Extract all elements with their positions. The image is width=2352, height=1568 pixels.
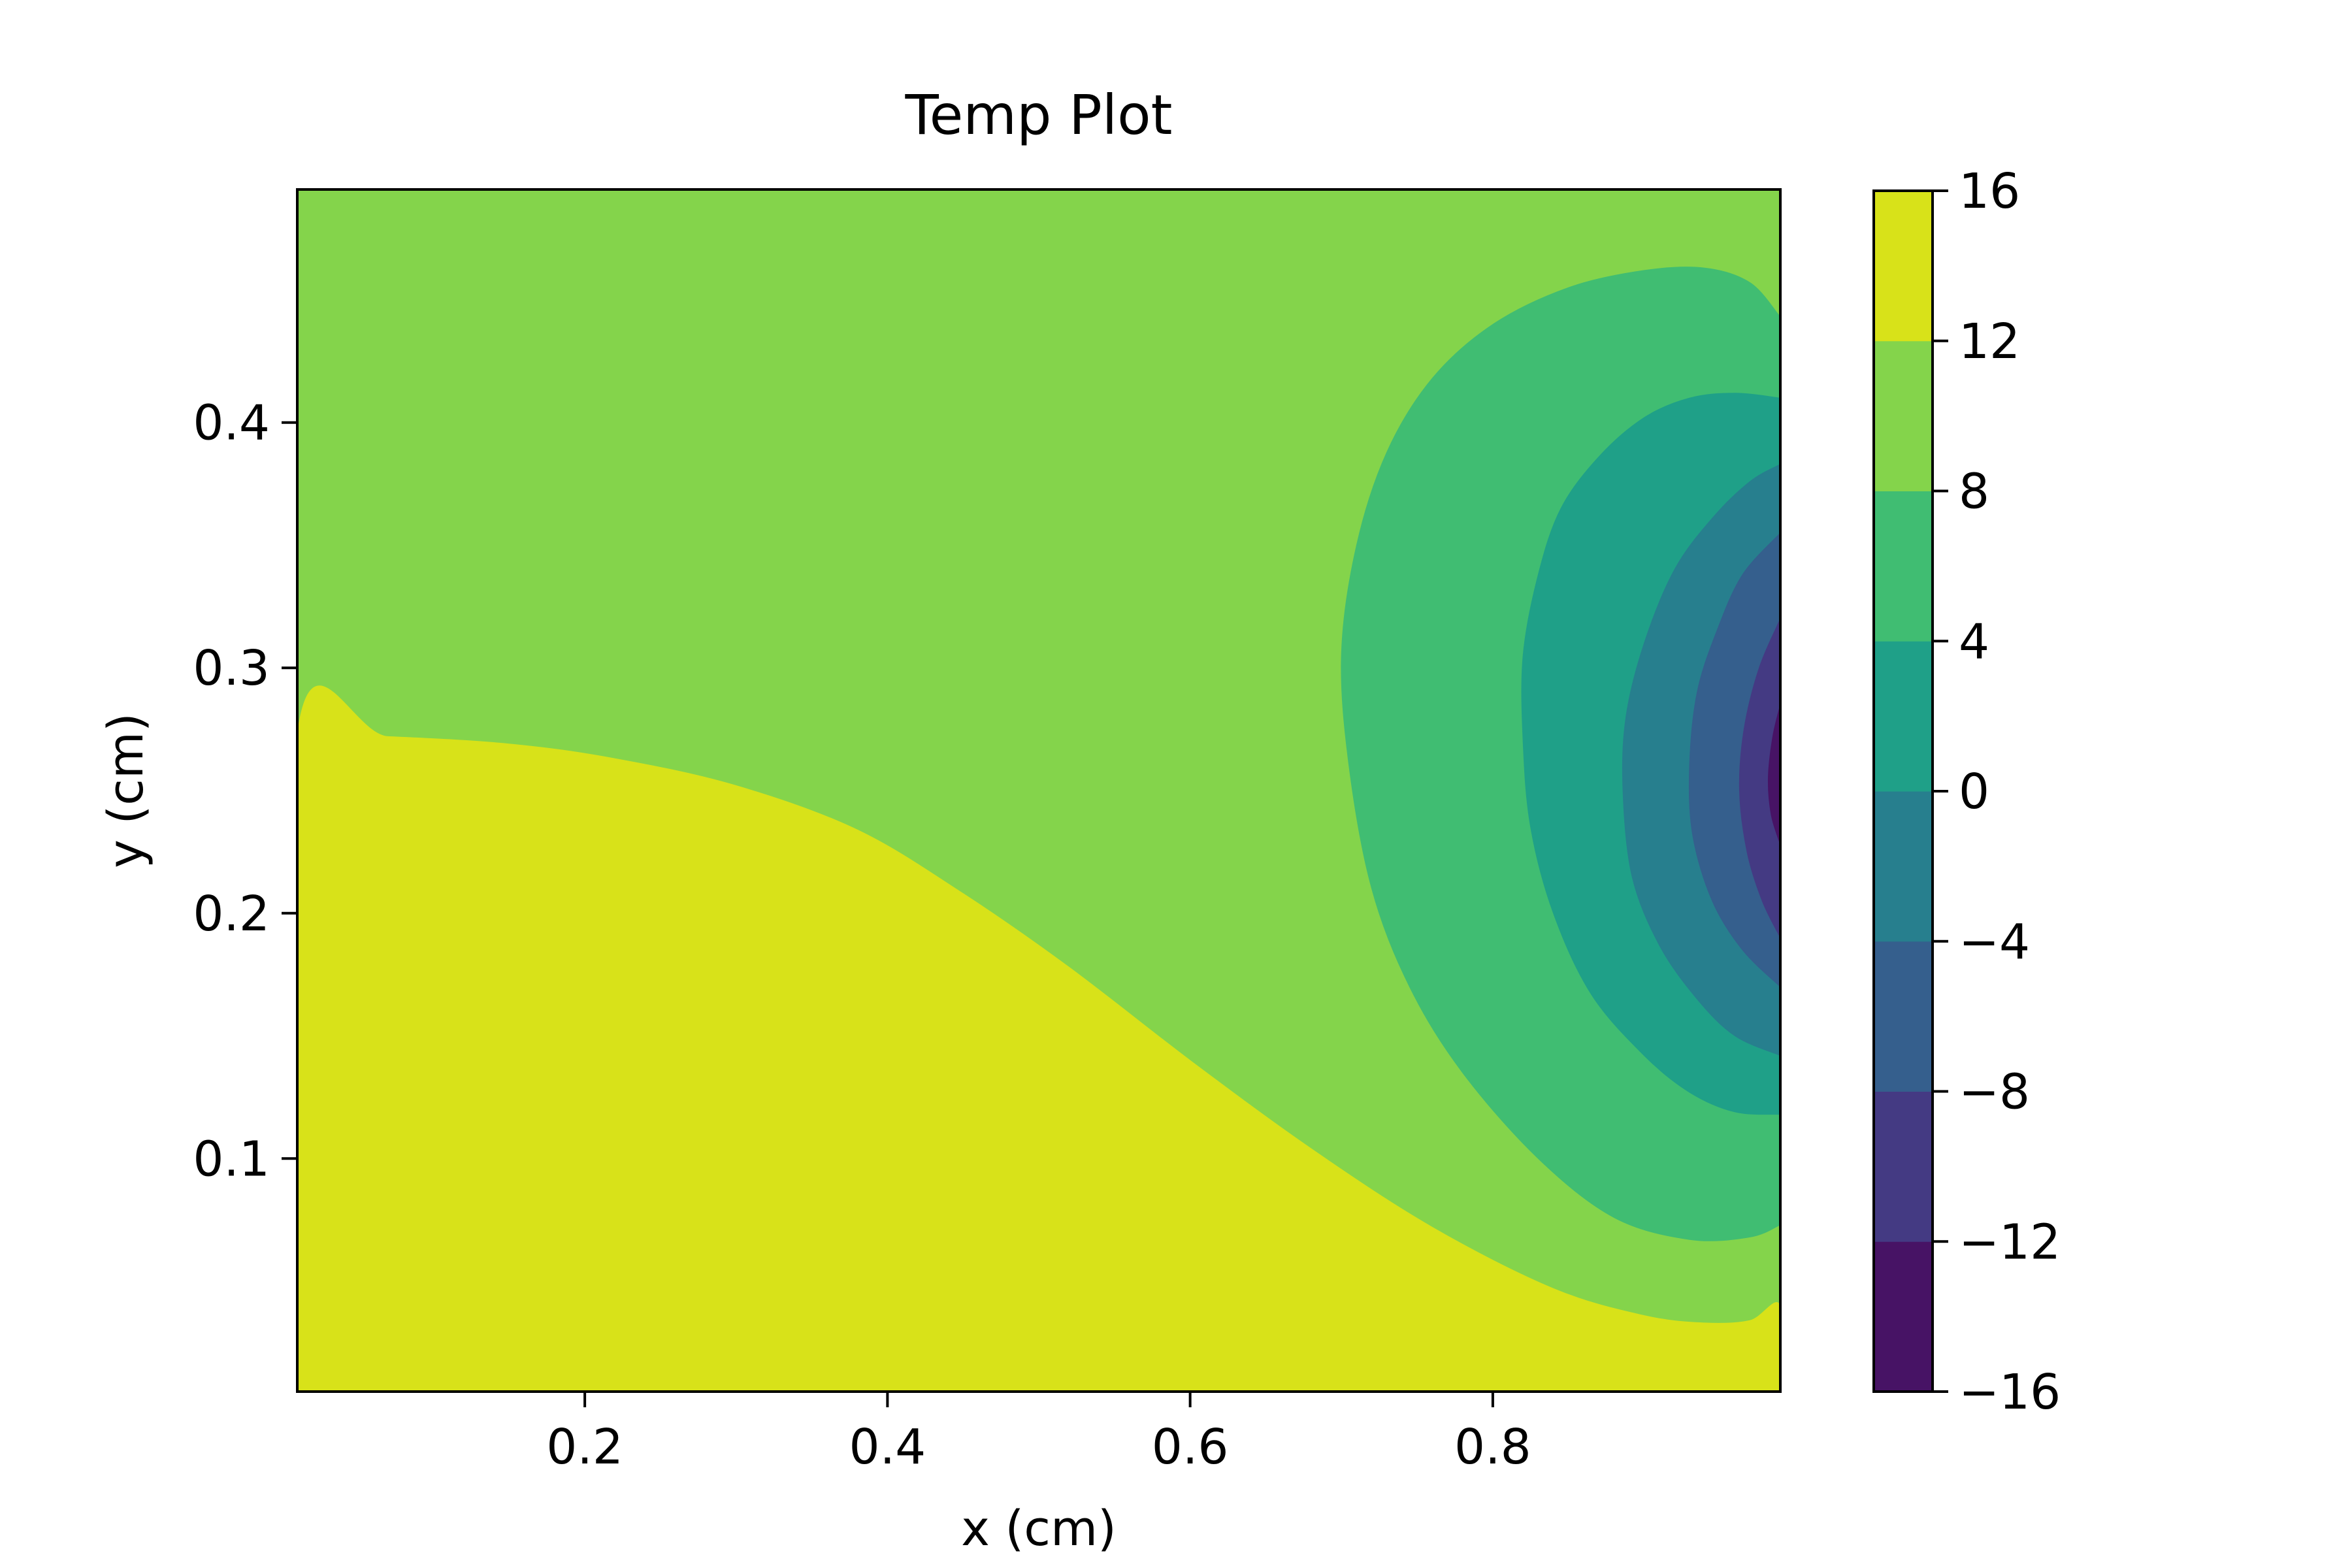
colorbar-band: [1874, 941, 1933, 1092]
contour-regions: [297, 189, 1780, 1392]
x-tick-label: 0.4: [849, 1419, 926, 1475]
x-tick-label: 0.6: [1152, 1419, 1229, 1475]
colorbar-tick-label: 16: [1959, 163, 2020, 220]
colorbar: −16 −12 −8 −4 0 4 8 12 16: [1872, 163, 2061, 1420]
colorbar-bands: [1874, 191, 1933, 1392]
colorbar-tick-label: 12: [1959, 314, 2020, 370]
y-tick-label: 0.1: [193, 1131, 270, 1187]
y-axis-label: y (cm): [98, 713, 154, 868]
colorbar-tick-label: −4: [1959, 914, 2030, 970]
colorbar-tick-label: 4: [1959, 613, 1989, 670]
y-tick-label: 0.3: [193, 640, 270, 696]
y-axis: 0.1 0.2 0.3 0.4: [193, 395, 297, 1187]
colorbar-tick-label: −8: [1959, 1064, 2030, 1120]
colorbar-band: [1874, 1241, 1933, 1392]
colorbar-band: [1874, 491, 1933, 642]
x-axis-label: x (cm): [961, 1501, 1117, 1557]
contour-region--12-to--8: [1739, 618, 1780, 938]
plot-frame: [296, 188, 1782, 1393]
colorbar-band: [1874, 1091, 1933, 1242]
colorbar-band: [1874, 641, 1933, 792]
x-tick-label: 0.2: [546, 1419, 623, 1475]
y-tick-label: 0.2: [193, 886, 270, 942]
colorbar-band: [1874, 791, 1933, 942]
x-axis: 0.2 0.4 0.6 0.8: [546, 1392, 1531, 1475]
contour-plot-area: 0.2 0.4 0.6 0.8 0.1 0.2 0.3 0.4: [193, 188, 1782, 1475]
contour-region-12-to-16: [297, 685, 1780, 1392]
colorbar-tick-label: 0: [1959, 764, 1989, 820]
colorbar-ticks: −16 −12 −8 −4 0 4 8 12 16: [1933, 163, 2061, 1420]
colorbar-band: [1874, 340, 1933, 491]
chart-title: Temp Plot: [905, 83, 1173, 147]
colorbar-tick-label: −16: [1959, 1364, 2061, 1420]
colorbar-band: [1874, 191, 1933, 342]
contour-region--16-to--12: [1767, 704, 1780, 845]
colorbar-tick-label: 8: [1959, 464, 1989, 520]
y-tick-label: 0.4: [193, 395, 270, 451]
x-tick-label: 0.8: [1454, 1419, 1531, 1475]
colorbar-tick-label: −12: [1959, 1214, 2061, 1270]
